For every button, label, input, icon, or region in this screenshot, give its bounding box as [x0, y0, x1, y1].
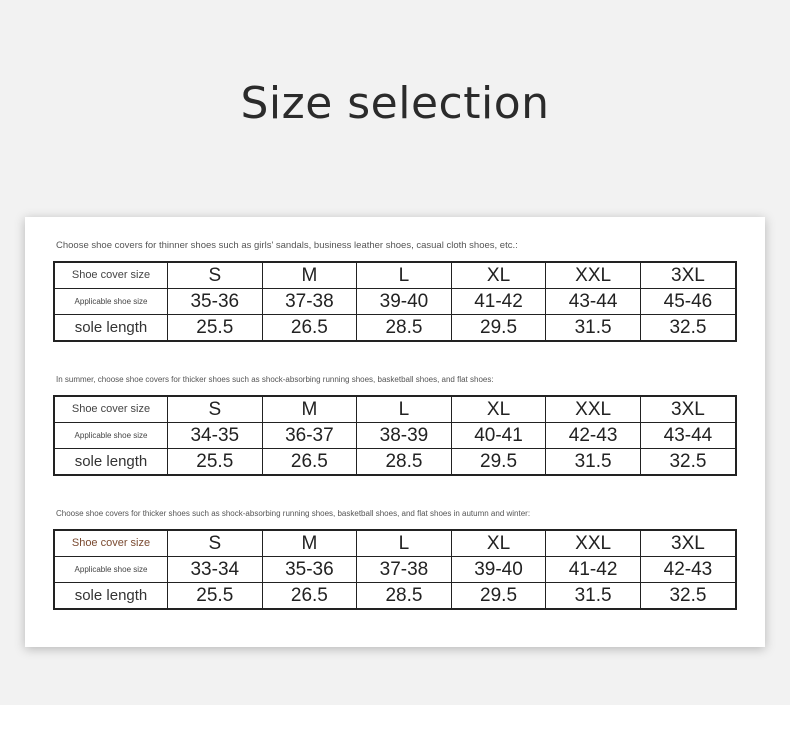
row-label: sole length [53, 582, 168, 610]
size-table: Shoe cover size S M L XL XXL 3XL Applicable sho… [53, 261, 737, 342]
table-cell: XL [450, 529, 547, 557]
table-cell: 31.5 [545, 314, 641, 342]
row-label: Shoe cover size [53, 261, 168, 289]
size-section: Choose shoe covers for thicker shoes suc… [53, 507, 737, 610]
table-cell: M [261, 395, 358, 423]
row-label: Shoe cover size [53, 395, 168, 423]
table-cell: XXL [545, 529, 641, 557]
table-cell: 25.5 [167, 582, 263, 610]
table-cell: 43-44 [639, 422, 737, 449]
table-cell: 31.5 [545, 448, 641, 476]
table-cell: 35-36 [261, 556, 358, 583]
row-label: Applicable shoe size [53, 288, 168, 315]
table-cell: XXL [545, 261, 641, 289]
footer-band [0, 705, 790, 736]
table-cell: XXL [545, 395, 641, 423]
table-row: Applicable shoe size 34-35 36-37 38-39 40-41… [53, 422, 737, 449]
table-row: sole length 25.5 26.5 28.5 29.5 31.5 32.5 [53, 448, 737, 476]
table-cell: 33-34 [167, 556, 263, 583]
section-caption: Choose shoe covers for thinner shoes suc… [56, 240, 518, 251]
table-cell: S [167, 529, 263, 557]
table-row: Shoe cover size S M L XL XXL 3XL [53, 395, 737, 423]
table-cell: L [356, 529, 452, 557]
size-section: In summer, choose shoe covers for thicke… [53, 373, 737, 476]
table-cell: 31.5 [545, 582, 641, 610]
table-cell: 45-46 [639, 288, 737, 315]
table-row: sole length 25.5 26.5 28.5 29.5 31.5 32.5 [53, 314, 737, 342]
table-cell: 34-35 [167, 422, 263, 449]
table-cell: 42-43 [639, 556, 737, 583]
table-cell: 37-38 [356, 556, 452, 583]
table-cell: 26.5 [261, 582, 358, 610]
table-cell: S [167, 261, 263, 289]
size-chart-card: Choose shoe covers for thinner shoes suc… [25, 217, 765, 647]
table-cell: 25.5 [167, 314, 263, 342]
table-cell: L [356, 261, 452, 289]
section-caption: In summer, choose shoe covers for thicke… [56, 375, 494, 384]
table-cell: 26.5 [261, 448, 358, 476]
table-cell: 41-42 [450, 288, 547, 315]
table-cell: 26.5 [261, 314, 358, 342]
table-cell: 39-40 [356, 288, 452, 315]
row-label: sole length [53, 314, 168, 342]
table-row: sole length 25.5 26.5 28.5 29.5 31.5 32.5 [53, 582, 737, 610]
table-cell: XL [450, 395, 547, 423]
table-cell: 3XL [639, 529, 737, 557]
table-cell: 43-44 [545, 288, 641, 315]
table-cell: 29.5 [450, 314, 547, 342]
size-table: Shoe cover size S M L XL XXL 3XL Applicable sho… [53, 395, 737, 476]
table-cell: L [356, 395, 452, 423]
table-cell: 28.5 [356, 448, 452, 476]
table-cell: 32.5 [639, 314, 737, 342]
table-cell: 42-43 [545, 422, 641, 449]
table-row: Applicable shoe size 33-34 35-36 37-38 39-40… [53, 556, 737, 583]
table-cell: 35-36 [167, 288, 263, 315]
table-cell: 32.5 [639, 448, 737, 476]
table-cell: 3XL [639, 261, 737, 289]
row-label: Shoe cover size [53, 529, 168, 557]
table-cell: M [261, 261, 358, 289]
table-cell: XL [450, 261, 547, 289]
table-cell: 39-40 [450, 556, 547, 583]
row-label: Applicable shoe size [53, 556, 168, 583]
row-label: Applicable shoe size [53, 422, 168, 449]
table-cell: 3XL [639, 395, 737, 423]
table-cell: 28.5 [356, 314, 452, 342]
table-cell: 40-41 [450, 422, 547, 449]
size-section: Choose shoe covers for thinner shoes suc… [53, 239, 737, 342]
table-cell: 25.5 [167, 448, 263, 476]
table-row: Applicable shoe size 35-36 37-38 39-40 41-42… [53, 288, 737, 315]
size-table: Shoe cover size S M L XL XXL 3XL Applicable sho… [53, 529, 737, 610]
table-row: Shoe cover size S M L XL XXL 3XL [53, 529, 737, 557]
row-label: sole length [53, 448, 168, 476]
table-cell: 29.5 [450, 448, 547, 476]
table-cell: 38-39 [356, 422, 452, 449]
table-cell: S [167, 395, 263, 423]
table-cell: M [261, 529, 358, 557]
section-caption: Choose shoe covers for thicker shoes suc… [56, 509, 531, 518]
table-cell: 28.5 [356, 582, 452, 610]
table-cell: 36-37 [261, 422, 358, 449]
table-cell: 32.5 [639, 582, 737, 610]
table-cell: 37-38 [261, 288, 358, 315]
table-cell: 41-42 [545, 556, 641, 583]
page-title: Size selection [240, 78, 550, 129]
table-row: Shoe cover size S M L XL XXL 3XL [53, 261, 737, 289]
table-cell: 29.5 [450, 582, 547, 610]
